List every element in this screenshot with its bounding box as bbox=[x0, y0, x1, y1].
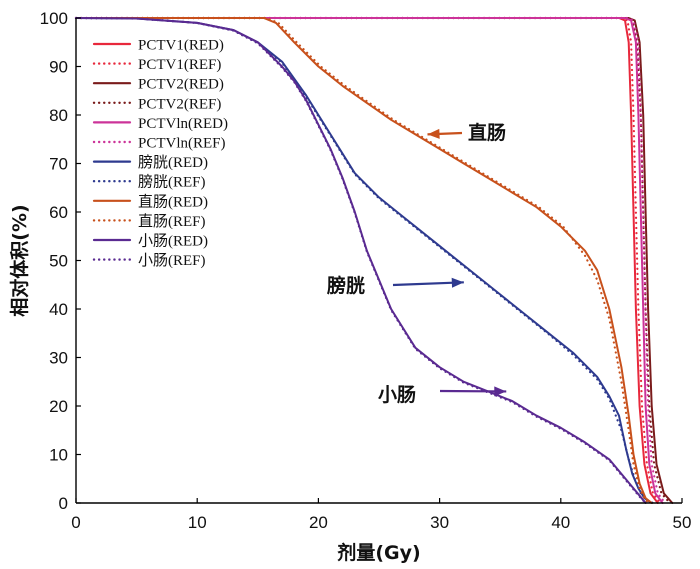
curves-layer bbox=[74, 16, 674, 505]
annotation-1: 直肠 bbox=[427, 121, 506, 144]
y-tick-label: 40 bbox=[49, 300, 68, 319]
x-tick-label: 50 bbox=[673, 513, 692, 532]
series-line-11 bbox=[75, 17, 647, 504]
y-tick-label: 30 bbox=[49, 349, 68, 368]
annotation-arrow-head bbox=[494, 386, 507, 397]
legend: PCTV1(RED) PCTV1(REF) PCTV2(RED) PCTV2(REF)… bbox=[92, 38, 228, 269]
legend-label-1: PCTV1(RED) bbox=[138, 38, 224, 54]
y-tick-label: 100 bbox=[40, 9, 68, 28]
series-line-6 bbox=[74, 16, 667, 505]
legend-label-4: PCTV2(REF) bbox=[138, 96, 221, 112]
annotation-2: 膀胱 bbox=[326, 274, 464, 297]
x-tick-label: 0 bbox=[71, 513, 80, 532]
series-line-2 bbox=[74, 16, 662, 505]
annotation-arrow-head bbox=[427, 128, 440, 139]
annotation-3: 小肠 bbox=[378, 384, 507, 406]
annotation-arrow-head bbox=[451, 277, 464, 288]
x-tick-label: 10 bbox=[188, 513, 207, 532]
series-line-8 bbox=[74, 16, 654, 505]
legend-label-6: PCTVln(REF) bbox=[138, 136, 226, 152]
axes-layer: 0 10 20 30 40 50 0 10 20 30 40 50 60 70 80 90 100 bbox=[40, 9, 692, 532]
legend-label-12: 小肠(REF) bbox=[138, 252, 206, 269]
series-line-12 bbox=[74, 16, 647, 505]
legend-label-3: PCTV2(RED) bbox=[138, 77, 224, 93]
x-tick-label: 30 bbox=[430, 513, 449, 532]
legend-label-8: 膀胱(REF) bbox=[138, 174, 206, 191]
legend-label-2: PCTV1(REF) bbox=[138, 57, 221, 73]
y-tick-label: 90 bbox=[49, 58, 68, 77]
legend-label-5: PCTVln(RED) bbox=[138, 116, 228, 132]
y-tick-label: 10 bbox=[49, 446, 68, 465]
y-axis-title: 相对体积(%) bbox=[8, 204, 31, 316]
y-tick-label: 80 bbox=[49, 106, 68, 125]
y-tick-label: 20 bbox=[49, 397, 68, 416]
y-tick-label: 0 bbox=[59, 494, 68, 513]
y-tick-label: 60 bbox=[49, 203, 68, 222]
legend-label-9: 直肠(RED) bbox=[138, 193, 208, 210]
legend-label-7: 膀胱(RED) bbox=[138, 154, 208, 171]
legend-label-11: 小肠(RED) bbox=[138, 233, 208, 250]
annotation-label: 小肠 bbox=[378, 384, 416, 406]
legend-label-10: 直肠(REF) bbox=[138, 213, 206, 230]
x-axis-title: 剂量(Gy) bbox=[337, 541, 420, 564]
series-line-9 bbox=[75, 17, 653, 504]
series-line-1 bbox=[75, 17, 659, 504]
y-tick-label: 50 bbox=[49, 252, 68, 271]
series-line-5 bbox=[75, 17, 664, 504]
x-tick-label: 40 bbox=[551, 513, 570, 532]
y-tick-label: 70 bbox=[49, 155, 68, 174]
annotation-label: 膀胱 bbox=[326, 274, 365, 297]
annotation-label: 直肠 bbox=[468, 121, 506, 144]
x-tick-label: 20 bbox=[309, 513, 328, 532]
